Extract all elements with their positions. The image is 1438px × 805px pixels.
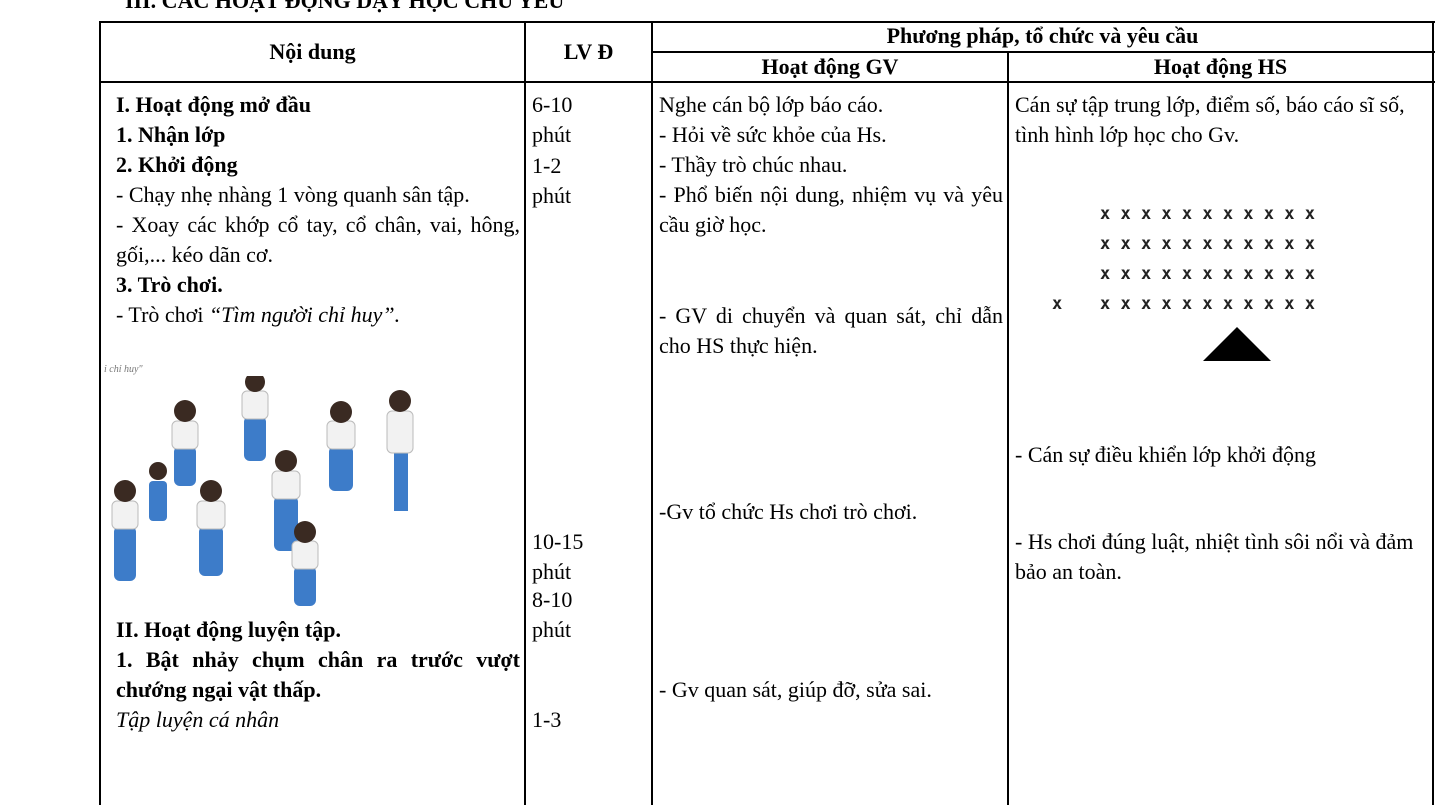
heading: III. CÁC HOẠT ĐỘNG DẠY HỌC CHỦ YẾU <box>125 0 565 13</box>
item-title: 3. Trò chơi. <box>116 272 223 297</box>
time: 6-10 <box>532 92 573 117</box>
content-column: II. Hoạt động luyện tập. 1. Bật nhảy chụ… <box>116 615 520 735</box>
item-title: 1. Bật nhảy chụm chân ra trước vượt chướ… <box>116 647 520 702</box>
formation-row: x x x x x x x x x x x <box>1100 294 1315 314</box>
time: 1-3 <box>532 707 562 732</box>
teacher-text: - Phổ biến nội dung, nhiệm vụ và yêu cầu… <box>659 182 1003 237</box>
teacher-text: - GV di chuyển và quan sát, chỉ dẫn cho … <box>659 303 1003 358</box>
section-title: I. Hoạt động mở đầu <box>116 92 311 117</box>
rule <box>100 21 1435 23</box>
formation-row: x x x x x x x x x x x <box>1100 234 1315 254</box>
rule <box>651 21 653 805</box>
header-cell: Phương pháp, tổ chức và yêu cầu <box>886 23 1199 48</box>
item-text: - Xoay các khớp cổ tay, cổ chân, vai, hô… <box>116 212 520 267</box>
time: phút <box>532 617 572 642</box>
formation-leader: x <box>1052 294 1063 314</box>
item-text: - Trò chơi “Tìm người chỉ huy”. <box>116 300 520 330</box>
header-cell: Hoạt động GV <box>761 54 899 79</box>
teacher-text: - Gv quan sát, giúp đỡ, sửa sai. <box>659 677 932 702</box>
formation-row: x x x x x x x x x x x <box>1100 204 1315 224</box>
item-text: - Chạy nhẹ nhàng 1 vòng quanh sân tập. <box>116 182 470 207</box>
time: phút <box>532 183 572 208</box>
header-cell: LV Đ <box>563 39 614 64</box>
header-cell: Hoạt động HS <box>1153 54 1288 79</box>
student-text: - Hs chơi đúng luật, nhiệt tình sôi nổi … <box>1015 529 1414 584</box>
rule <box>1007 51 1009 805</box>
teacher-column: Nghe cán bộ lớp báo cáo. - Hỏi về sức kh… <box>659 90 1003 240</box>
game-name: “Tìm người chỉ huy”. <box>208 302 401 327</box>
teacher-text: - Hỏi về sức khỏe của Hs. <box>659 122 887 147</box>
time: 10-15 <box>532 529 584 554</box>
teacher-position <box>1203 327 1271 361</box>
teacher-text: Nghe cán bộ lớp báo cáo. <box>659 92 884 117</box>
image-caption: i chỉ huy" <box>104 364 143 375</box>
student-text: - Cán sự điều khiển lớp khởi động <box>1015 442 1316 467</box>
rule <box>1432 21 1434 805</box>
rule <box>652 51 1435 53</box>
item-text: Tập luyện cá nhân <box>116 707 280 732</box>
item-title: 2. Khởi động <box>116 152 238 177</box>
time: phút <box>532 122 572 147</box>
student-text: Cán sự tập trung lớp, điểm số, báo cáo s… <box>1015 92 1405 147</box>
teacher-text: -Gv tổ chức Hs chơi trò chơi. <box>659 499 918 524</box>
rule <box>100 81 1435 83</box>
formation-row: x x x x x x x x x x x <box>1100 264 1315 284</box>
time: 1-2 <box>532 153 562 178</box>
time: 8-10 <box>532 587 573 612</box>
header-cell: Nội dung <box>269 39 356 64</box>
time: phút <box>532 559 572 584</box>
teacher-text: - Thầy trò chúc nhau. <box>659 152 848 177</box>
content-column: I. Hoạt động mở đầu 1. Nhận lớp 2. Khởi … <box>116 90 520 330</box>
game-illustration <box>111 376 414 606</box>
rule <box>99 21 101 805</box>
item-title: 1. Nhận lớp <box>116 122 226 147</box>
text: - Trò chơi <box>116 302 209 327</box>
section-title: II. Hoạt động luyện tập. <box>116 617 341 642</box>
rule <box>524 21 526 805</box>
